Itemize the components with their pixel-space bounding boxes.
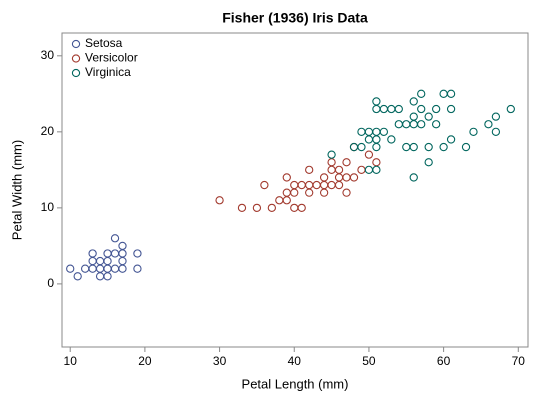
scatter-point — [424, 142, 433, 152]
scatter-point — [290, 188, 299, 197]
scatter-point — [424, 112, 433, 121]
scatter-point — [409, 173, 418, 182]
scatter-point — [252, 203, 262, 213]
legend-label: Versicolor — [85, 51, 138, 65]
scatter-point — [327, 150, 336, 159]
scatter-point — [215, 196, 224, 205]
scatter-point — [349, 142, 359, 152]
scatter-point — [446, 89, 456, 98]
scatter-point — [379, 104, 389, 114]
scatter-point — [275, 196, 284, 205]
scatter-point — [260, 180, 269, 190]
x-axis-label: Petal Length (mm) — [242, 376, 349, 391]
x-tick-label: 50 — [362, 354, 376, 368]
legend-marker — [71, 68, 81, 78]
scatter-point — [118, 241, 127, 251]
scatter-point — [484, 120, 493, 129]
scatter-point — [133, 249, 142, 258]
scatter-point — [431, 104, 441, 114]
scatter-point — [95, 272, 105, 281]
scatter-point — [133, 264, 142, 273]
scatter-point — [491, 127, 501, 136]
x-tick-label: 60 — [437, 354, 451, 368]
scatter-point — [469, 127, 478, 136]
scatter-point — [118, 264, 127, 273]
scatter-point — [66, 264, 75, 273]
scatter-point — [334, 173, 344, 182]
x-tick-label: 40 — [288, 354, 302, 368]
scatter-point — [506, 104, 515, 114]
x-tick-label: 20 — [138, 354, 152, 368]
scatter-point — [110, 249, 120, 258]
scatter-point — [394, 104, 403, 114]
scatter-point — [461, 142, 471, 152]
scatter-point — [110, 234, 120, 243]
scatter-point — [282, 173, 291, 182]
scatter-point — [402, 142, 411, 152]
scatter-point — [439, 142, 448, 152]
legend-marker — [71, 54, 81, 63]
scatter-point — [379, 127, 389, 136]
legend-label: Setosa — [85, 36, 123, 50]
scatter-point — [364, 135, 374, 144]
scatter-point — [446, 135, 456, 144]
y-tick-label: 10 — [41, 200, 55, 214]
scatter-point — [417, 89, 426, 98]
scatter-point — [372, 165, 381, 175]
scatter-point — [417, 104, 426, 114]
x-tick-label: 30 — [213, 354, 227, 368]
scatter-point — [103, 256, 112, 266]
scatter-point — [237, 203, 247, 213]
scatter-point — [319, 188, 329, 197]
scatter-point — [305, 188, 314, 197]
chart-title: Fisher (1936) Iris Data — [222, 10, 368, 26]
scatter-point — [446, 104, 456, 114]
scatter-point — [409, 97, 418, 106]
scatter-point — [349, 173, 359, 182]
scatter-point — [424, 158, 433, 167]
y-tick-label: 30 — [41, 48, 55, 62]
scatter-point — [81, 264, 90, 273]
scatter-point — [364, 150, 374, 159]
scatter-point — [431, 120, 441, 129]
legend-label: Virginica — [85, 65, 131, 79]
scatter-point — [342, 158, 351, 167]
scatter-point — [342, 188, 351, 197]
scatter-point — [394, 120, 403, 129]
legend-marker — [71, 39, 81, 49]
x-tick-label: 10 — [64, 354, 78, 368]
scatter-point — [297, 203, 306, 213]
y-axis-label: Petal Width (mm) — [9, 140, 24, 240]
scatter-point — [372, 142, 381, 152]
y-tick-label: 0 — [47, 276, 54, 290]
scatter-point — [305, 165, 314, 175]
scatter-point — [387, 135, 396, 144]
scatter-point — [73, 272, 82, 281]
y-tick-label: 20 — [41, 124, 55, 138]
scatter-point — [267, 203, 276, 213]
scatter-point — [491, 112, 501, 121]
x-tick-label: 70 — [512, 354, 526, 368]
scatter-point — [409, 112, 418, 121]
plot-frame — [61, 32, 529, 348]
scatter-point — [88, 256, 97, 266]
scatter-point — [357, 127, 366, 136]
